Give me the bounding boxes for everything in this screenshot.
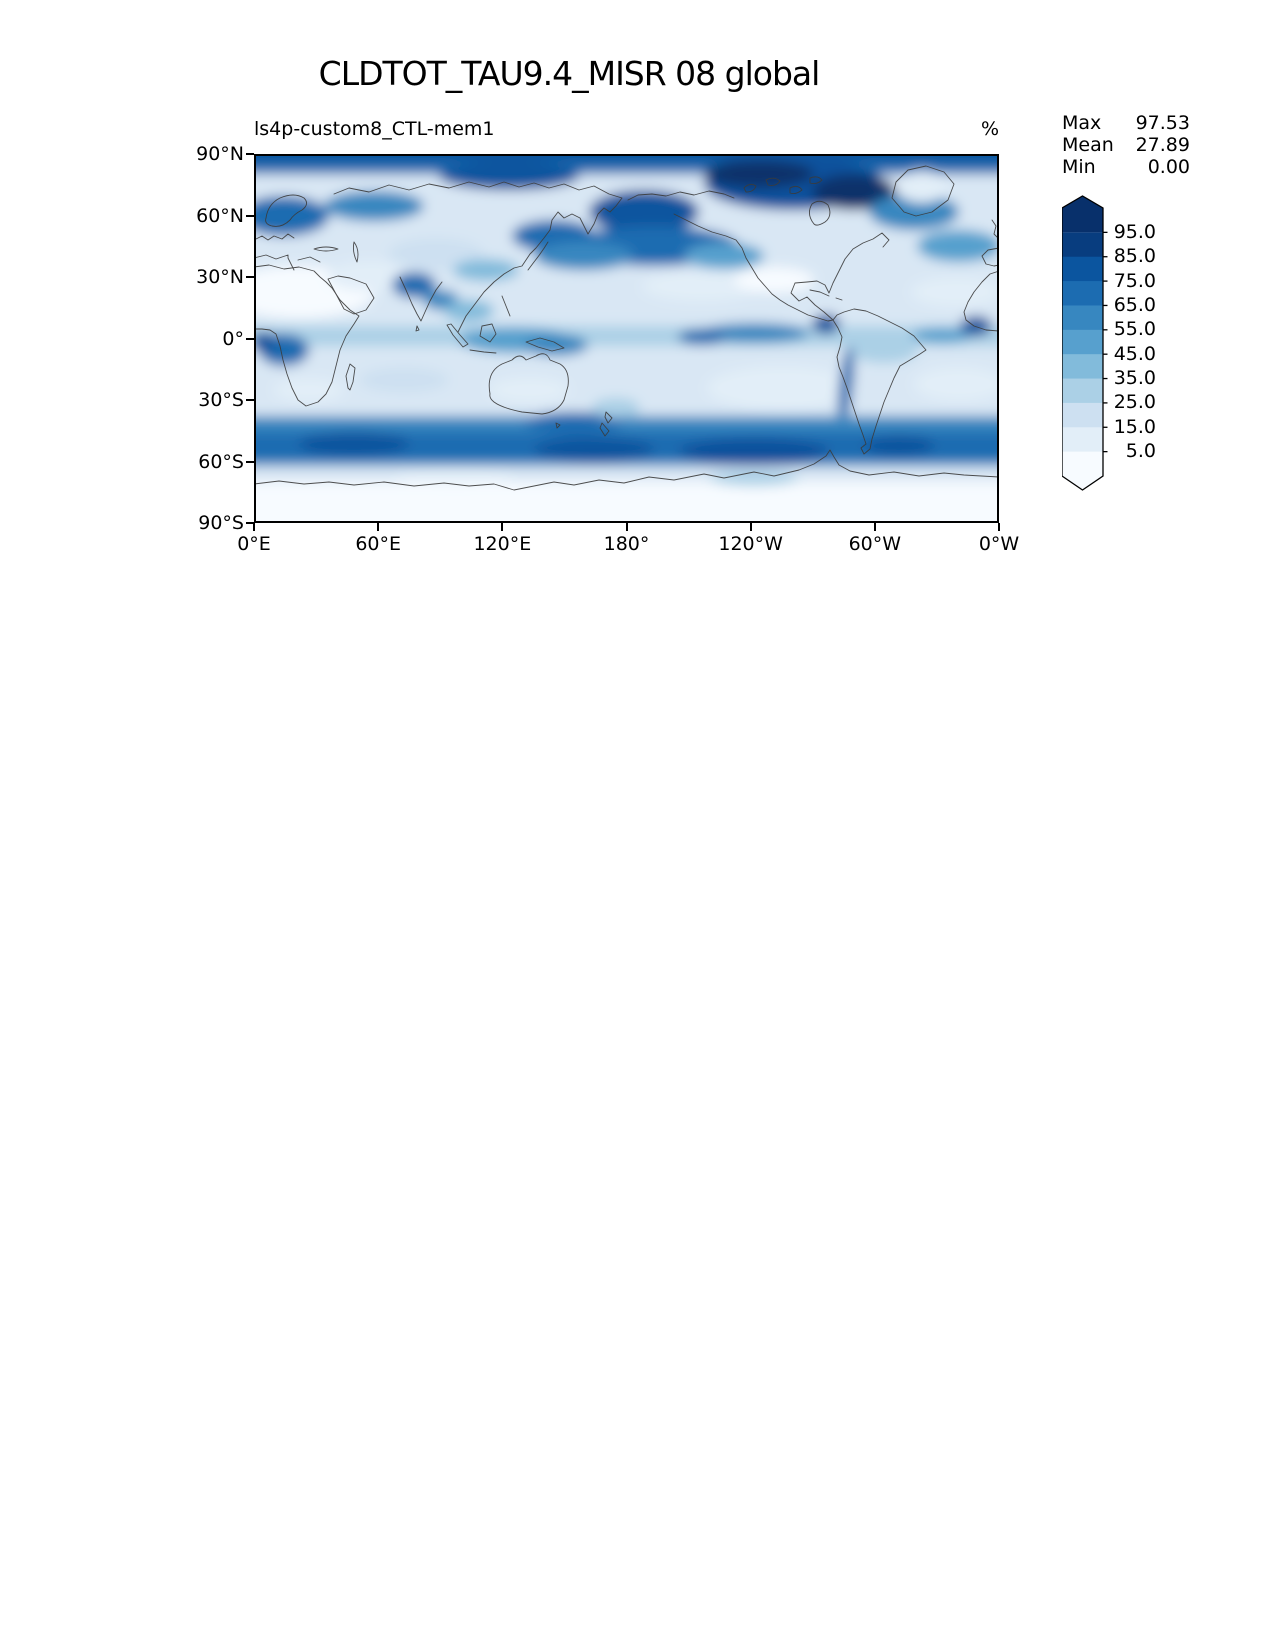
run-label: ls4p-custom8_CTL-mem1 [254,118,495,140]
colorbar-band [1062,305,1103,331]
colorbar-band [1062,427,1103,453]
colorbar-band [1062,196,1103,233]
lat-tick-mark [246,460,254,463]
colorbar-outline [1062,195,1104,491]
colorbar-tick-label: 15.0 [1113,415,1156,438]
lon-tick-label: 120°W [718,533,783,555]
lat-tick-mark [246,522,254,524]
cloud-fraction-field [254,154,999,523]
coastline-se-asia-islands [446,295,565,354]
lon-tick-mark [253,523,255,531]
colorbar-tick-label: 95.0 [1113,220,1156,243]
lat-tick-mark [246,399,254,401]
colorbar-tick-label: 55.0 [1113,318,1156,341]
lat-tick-mark [246,214,254,217]
lon-tick-label: 60°E [355,533,401,555]
lon-tick-mark [625,523,628,531]
coastline-eurasia [333,181,623,333]
stat-label: Min [1062,156,1096,178]
lat-tick-label: 0° [222,327,244,350]
colorbar-tick-label: 65.0 [1113,293,1156,316]
lat-tick-mark [246,276,254,278]
coastline-arabia [327,275,375,315]
lon-tick-label: 180° [603,533,650,555]
lat-tick-label: 60°S [198,450,244,473]
stat-value: 27.89 [1135,134,1190,156]
coastlines [254,165,999,491]
lat-tick-label: 30°N [196,266,244,288]
coastline-europe [254,233,359,271]
colorbar-band [1062,451,1103,490]
lon-tick-mark [501,523,504,531]
stat-row: Mean 27.89 [1062,134,1190,156]
lon-tick-mark [873,523,876,531]
coastline-antarctica [254,449,999,491]
stats-block: Max 97.53 Mean 27.89 Min 0.00 [1062,112,1190,178]
coastline-madagascar [345,363,356,391]
stat-row: Min 0.00 [1062,156,1190,178]
plot-border [254,154,999,523]
world-map [254,154,999,523]
stat-value: 97.53 [1135,112,1190,134]
stat-label: Max [1062,112,1102,134]
lon-tick-mark [377,523,380,531]
page-title: CLDTOT_TAU9.4_MISR 08 global [318,54,821,93]
colorbar-band [1062,354,1103,380]
colorbar-tick-label: 45.0 [1113,342,1156,365]
colorbar-band [1062,281,1103,306]
lat-tick-label: 90°S [198,512,244,534]
coastline-india [399,276,443,332]
coastline-greenland [891,165,955,217]
coastline-arctic-islands [743,176,823,195]
units-label: % [980,118,999,140]
map-plot-area [254,154,999,523]
colorbar-tick-label: 85.0 [1113,245,1156,268]
coastline-nz-tasmania [555,411,613,437]
coastline-scandinavia [265,194,307,227]
colorbar-band [1062,378,1103,404]
lon-tick-mark [998,523,1000,531]
colorbar-band [1062,256,1103,282]
lat-tick-mark [246,153,254,155]
colorbar-band [1062,402,1103,428]
lon-tick-label: 0°W [978,533,1020,555]
coastline-north-america [627,190,890,322]
colorbar-tick-label: 75.0 [1113,269,1156,292]
stat-label: Mean [1062,134,1114,156]
lat-tick-label: 90°N [196,143,244,165]
coastline-caribbean [809,289,843,301]
colorbar-tick-label: 5.0 [1125,440,1156,463]
coastline-iberia-wafrica [963,219,999,332]
stat-row: Max 97.53 [1062,112,1190,134]
lon-tick-label: 120°E [473,533,532,555]
lat-tick-label: 60°N [196,204,244,227]
coastline-africa [254,264,360,407]
lat-tick-mark [246,337,254,340]
coastline-japan [527,241,549,271]
lon-tick-mark [749,523,752,531]
colorbar-band [1062,232,1103,258]
colorbar-band [1062,329,1103,355]
lon-tick-label: 60°W [848,533,902,555]
colorbar-tick-label: 25.0 [1113,391,1156,414]
coastline-south-america [832,308,927,455]
lat-tick-label: 30°S [198,389,244,411]
colorbar-tick-label: 35.0 [1113,367,1156,390]
stat-value: 0.00 [1147,156,1190,178]
lon-tick-label: 0°E [237,533,271,555]
coastline-australia [488,353,569,415]
colorbar [1062,195,1108,491]
